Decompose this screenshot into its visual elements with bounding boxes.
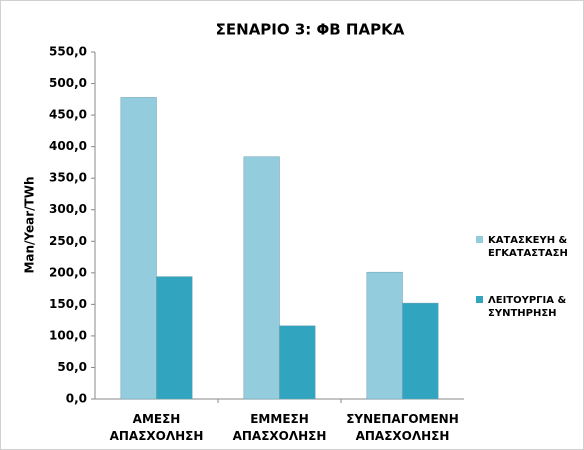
legend-label: ΛΕΙΤΟΥΡΓΙΑ & ΣΥΝΤΗΡΗΣΗ: [488, 295, 566, 319]
y-tick-label: 450,0: [49, 108, 87, 122]
x-tick-label: ΕΜΜΕΣΗ ΑΠΑΣΧΟΛΗΣΗ: [233, 412, 327, 443]
x-tick-label: ΣΥΝΕΠΑΓΟΜΕΝΗ ΑΠΑΣΧΟΛΗΣΗ: [346, 412, 459, 443]
y-tick-label: 250,0: [49, 234, 87, 248]
x-tick-label: ΑΜΕΣΗ ΑΠΑΣΧΟΛΗΣΗ: [110, 412, 204, 443]
bar: [366, 271, 403, 400]
bar: [279, 325, 316, 400]
y-tick-label: 100,0: [49, 328, 87, 342]
y-tick-label: 500,0: [49, 76, 87, 90]
y-tick-label: 400,0: [49, 139, 87, 153]
y-tick-label: 350,0: [49, 171, 87, 185]
y-tick-label: 0,0: [66, 392, 87, 406]
chart-title: ΣΕΝΑΡΙΟ 3: ΦΒ ΠΑΡΚΑ: [216, 21, 405, 39]
y-tick-label: 550,0: [49, 45, 87, 59]
y-tick-label: 50,0: [57, 360, 87, 374]
bar: [243, 156, 280, 400]
y-axis-title: Man/Year/TWh: [23, 176, 37, 273]
bar: [402, 302, 439, 400]
bar: [120, 97, 157, 400]
bar: [156, 276, 193, 400]
y-tick-label: 200,0: [49, 265, 87, 279]
legend-label: ΚΑΤΑΣΚΕΥΗ & ΕΓΚΑΤΑΣΤΑΣΗ: [488, 235, 568, 259]
y-tick-label: 300,0: [49, 202, 87, 216]
y-tick-label: 150,0: [49, 297, 87, 311]
legend-swatch: [476, 296, 483, 303]
legend-swatch: [476, 236, 483, 243]
